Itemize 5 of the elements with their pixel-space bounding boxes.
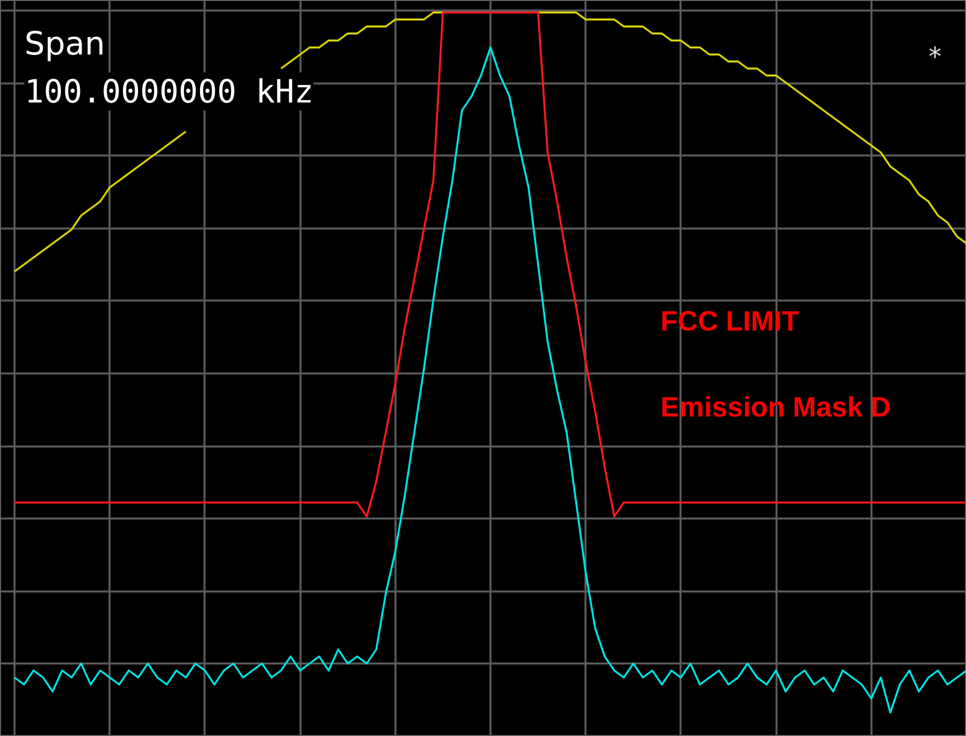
annotation: Span [24,24,106,62]
annotation: * [928,42,942,72]
annotation: FCC LIMIT [660,306,799,336]
annotation: 100.0000000 kHz [24,72,314,110]
annotation: Emission Mask D [660,392,891,422]
